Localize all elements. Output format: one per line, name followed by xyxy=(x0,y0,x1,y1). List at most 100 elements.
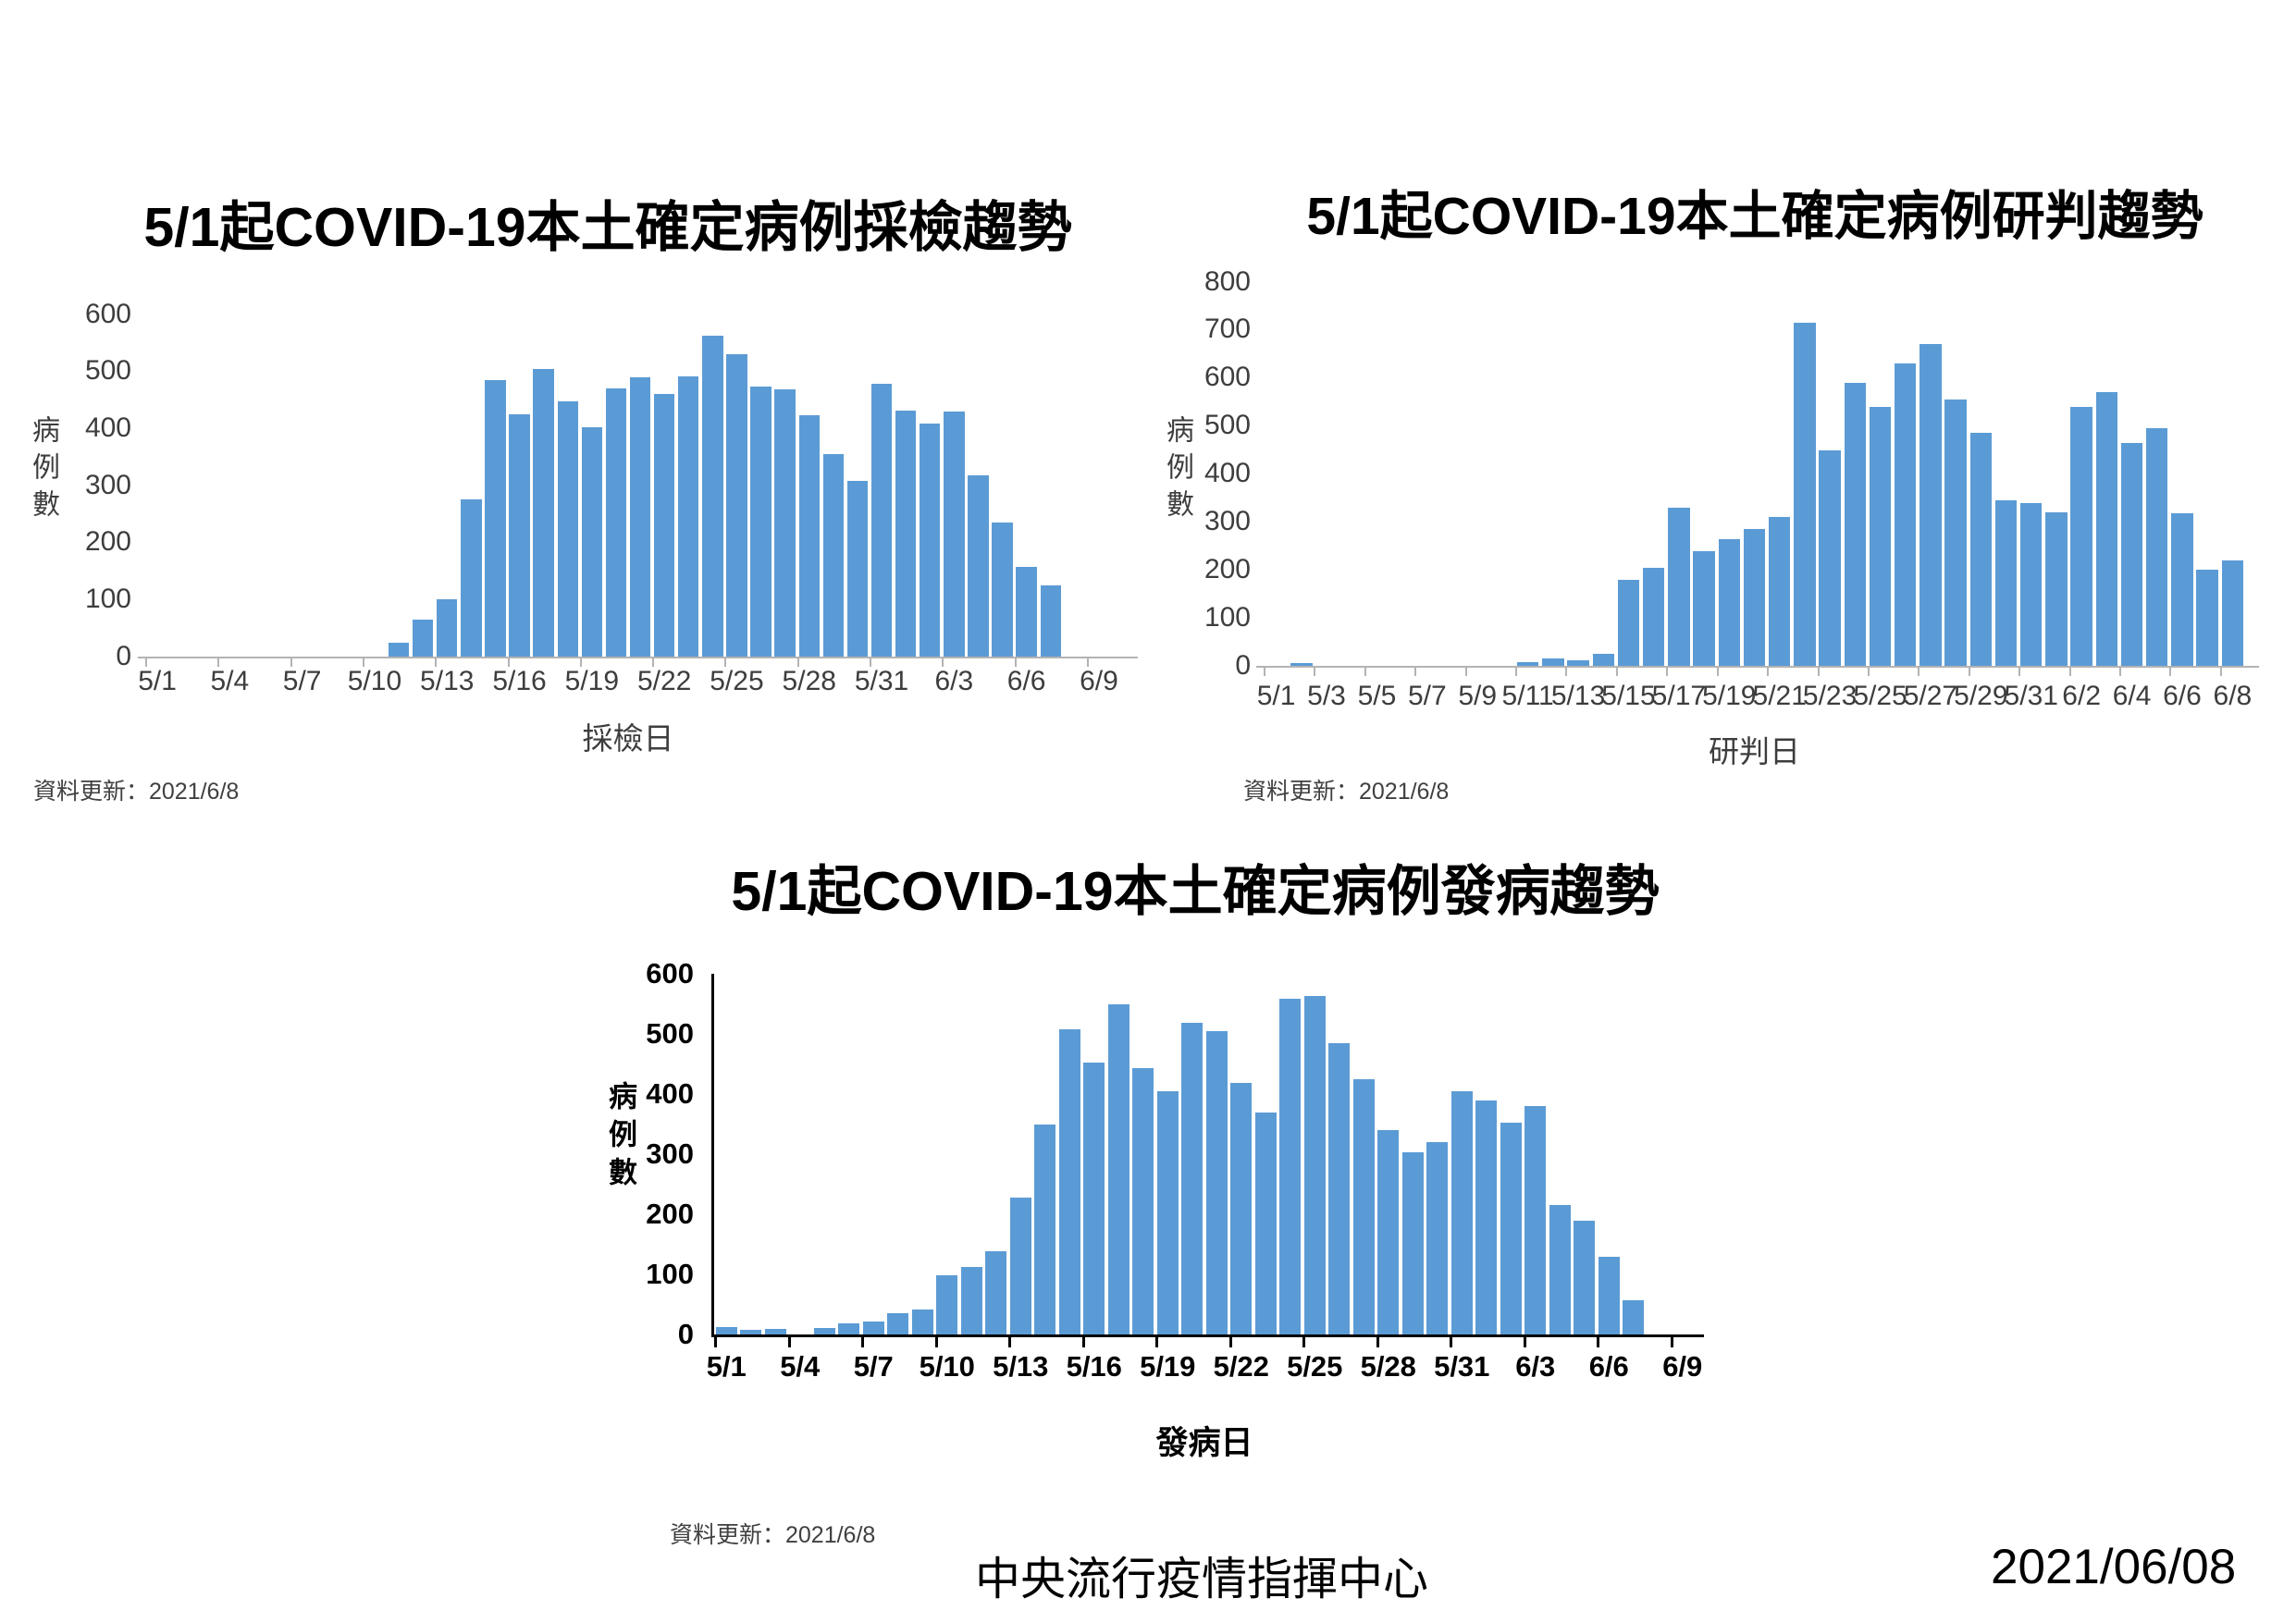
bar-6/7 xyxy=(1040,584,1061,657)
x-tick-mark xyxy=(1464,668,1467,676)
bar-6/3 xyxy=(944,411,965,657)
bar-5/14 xyxy=(1592,654,1614,666)
bar-5/27 xyxy=(774,389,796,657)
judgment-chart-title: 5/1起COVID-19本土確定病例研判趨勢 xyxy=(1306,187,2203,246)
x-tick-mark xyxy=(1918,668,1920,676)
x-tick-mark xyxy=(652,658,655,667)
x-tick-mark xyxy=(1155,1337,1158,1347)
x-tick-label: 5/10 xyxy=(919,1350,975,1383)
y-tick-label: 300 xyxy=(84,469,131,500)
bar-6/7 xyxy=(1623,1299,1645,1334)
x-tick-mark xyxy=(362,658,364,667)
x-tick-mark xyxy=(217,658,220,667)
bar-5/23 xyxy=(1254,1112,1277,1334)
bar-5/5 xyxy=(813,1327,835,1334)
x-tick-label: 5/5 xyxy=(1357,681,1397,711)
x-tick-label: 5/1 xyxy=(1256,681,1296,711)
bar-5/18 xyxy=(557,400,578,657)
bar-5/15 xyxy=(1617,579,1640,666)
bar-5/19 xyxy=(581,427,603,657)
y-tick-label: 100 xyxy=(1204,601,1251,633)
bar-5/28 xyxy=(1377,1130,1400,1334)
y-tick-label: 800 xyxy=(1204,265,1251,297)
bar-5/1 xyxy=(715,1327,737,1334)
x-tick-label: 5/21 xyxy=(1752,681,1807,711)
x-tick-label: 6/6 xyxy=(1006,666,1046,696)
x-tick-mark xyxy=(1008,1337,1011,1347)
bar-5/20 xyxy=(605,388,627,657)
bar-5/27 xyxy=(1352,1079,1375,1334)
x-tick-label: 5/4 xyxy=(210,666,250,696)
y-tick-label: 600 xyxy=(1204,362,1251,393)
x-tick-mark xyxy=(1597,1337,1599,1347)
data-update-note: 資料更新：2021/6/8 xyxy=(33,779,240,805)
bar-5/29 xyxy=(1969,433,1993,666)
x-tick-mark xyxy=(1867,668,1870,676)
bar-5/25 xyxy=(726,354,747,657)
bar-5/2 xyxy=(1290,663,1313,666)
x-tick-label: 5/13 xyxy=(1550,681,1606,711)
bar-6/3 xyxy=(1524,1106,1547,1334)
y-tick-label: 0 xyxy=(116,640,131,671)
y-tick-label: 600 xyxy=(84,298,131,329)
x-tick-mark xyxy=(2169,668,2172,676)
bar-5/19 xyxy=(1156,1090,1179,1334)
y-tick-label: 500 xyxy=(1204,410,1251,441)
bar-5/20 xyxy=(1181,1023,1204,1334)
bar-5/26 xyxy=(750,387,772,657)
x-tick-mark xyxy=(934,1337,938,1347)
x-tick-mark xyxy=(1302,1337,1305,1347)
bar-5/27 xyxy=(1920,344,1942,666)
y-tick-label: 0 xyxy=(677,1318,694,1351)
bar-5/19 xyxy=(1718,538,1740,666)
bar-5/28 xyxy=(1944,400,1967,666)
bar-5/6 xyxy=(838,1322,860,1334)
bar-6/4 xyxy=(1549,1205,1571,1334)
bar-5/24 xyxy=(702,335,723,657)
bar-5/21 xyxy=(629,376,651,657)
x-tick-mark xyxy=(1523,1337,1526,1347)
bar-6/8 xyxy=(2221,559,2244,666)
x-tick-label: 5/31 xyxy=(2004,681,2058,711)
x-tick-mark xyxy=(290,658,292,667)
y-tick-label: 100 xyxy=(84,583,131,614)
x-tick-label: 5/3 xyxy=(1307,681,1346,711)
bar-6/5 xyxy=(992,523,1013,657)
bar-5/10 xyxy=(936,1275,958,1334)
bar-5/16 xyxy=(509,413,530,657)
bar-6/2 xyxy=(2070,406,2092,666)
bar-5/11 xyxy=(1516,661,1539,666)
bar-5/30 xyxy=(1426,1142,1449,1334)
x-tick-label: 5/7 xyxy=(853,1350,894,1383)
x-tick-mark xyxy=(942,658,944,667)
bar-5/17 xyxy=(1107,1004,1129,1334)
x-tick-mark xyxy=(1968,668,1970,676)
x-axis-line xyxy=(1256,666,2259,668)
x-tick-mark xyxy=(1515,668,1518,676)
bar-6/3 xyxy=(2095,392,2118,666)
x-tick-mark xyxy=(1264,668,1265,676)
x-tick-label: 5/25 xyxy=(1853,681,1907,711)
bar-5/12 xyxy=(1542,658,1564,666)
x-tick-label: 5/9 xyxy=(1458,681,1498,711)
x-tick-mark xyxy=(1450,1337,1452,1347)
x-tick-label: 5/17 xyxy=(1651,681,1707,711)
data-update-note: 資料更新：2021/6/8 xyxy=(670,1522,876,1548)
bar-5/22 xyxy=(1230,1083,1253,1334)
x-axis-title: 採檢日 xyxy=(582,721,674,756)
x-tick-label: 5/31 xyxy=(1434,1350,1490,1383)
bar-5/23 xyxy=(678,375,699,657)
bar-5/16 xyxy=(1083,1063,1105,1334)
x-tick-mark xyxy=(2018,668,2021,676)
bar-6/5 xyxy=(1574,1220,1596,1334)
x-tick-label: 6/2 xyxy=(2062,681,2102,711)
x-tick-mark xyxy=(2219,668,2222,676)
x-tick-label: 6/6 xyxy=(2163,681,2202,711)
bar-5/24 xyxy=(1844,382,1866,666)
bar-5/22 xyxy=(1794,323,1816,666)
y-tick-label: 300 xyxy=(646,1137,694,1171)
bar-5/13 xyxy=(1009,1197,1031,1334)
x-tick-mark xyxy=(1670,1337,1673,1347)
